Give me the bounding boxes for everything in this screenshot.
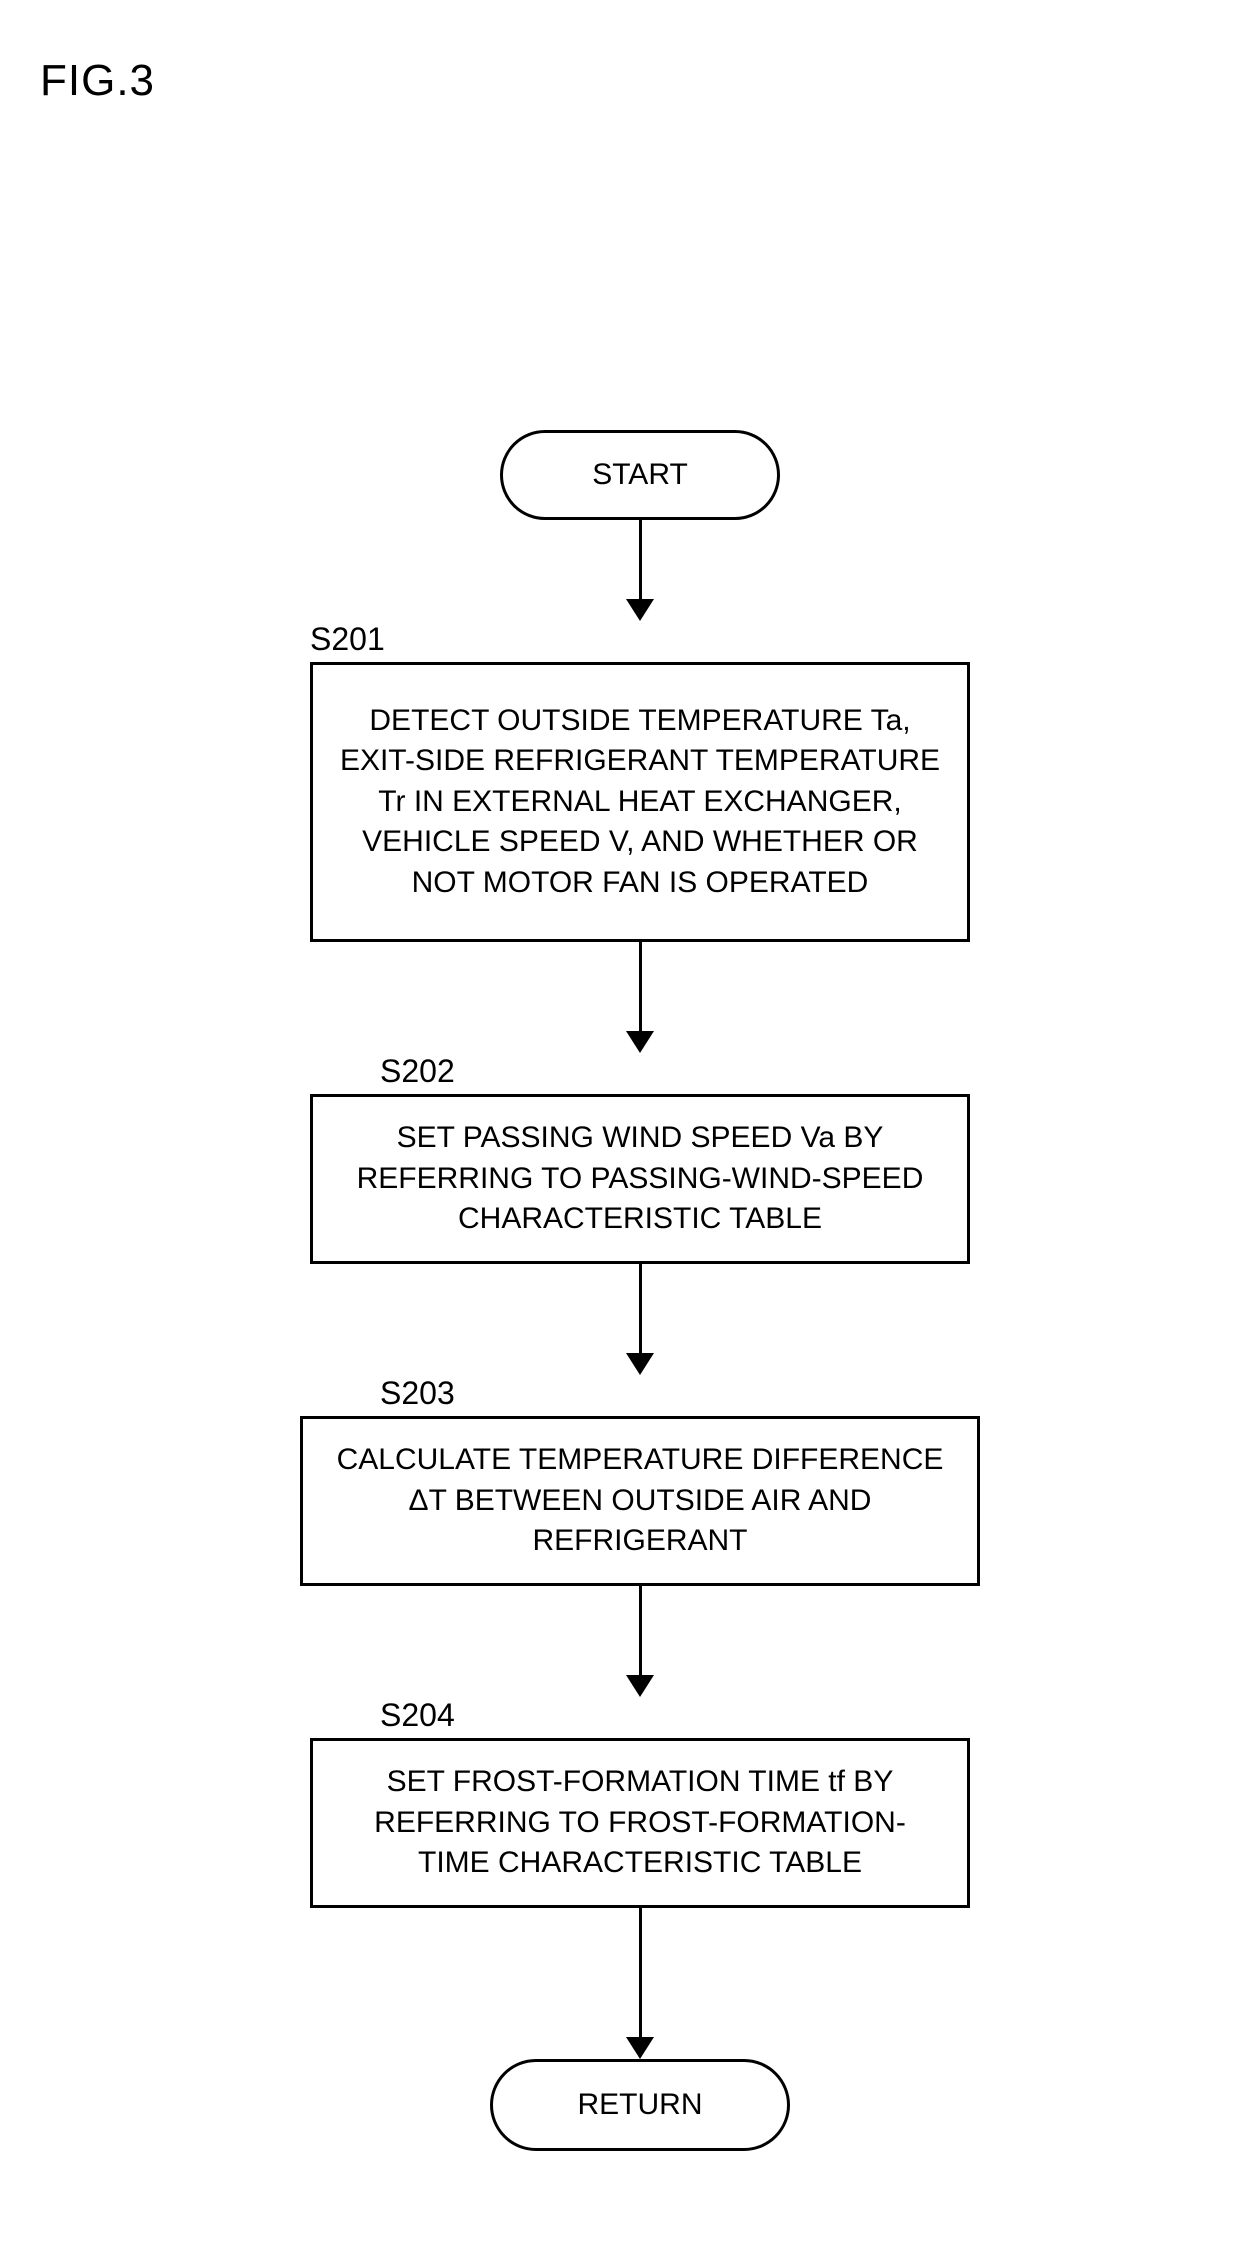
arrow-line [639, 520, 642, 600]
arrow-line [639, 1908, 642, 2038]
flowchart-container: START S201 DETECT OUTSIDE TEMPERATURE Ta… [280, 430, 1000, 2151]
arrow-s202-s203 [280, 1264, 1000, 1375]
return-terminal: RETURN [490, 2059, 790, 2151]
arrow-head-icon [626, 599, 654, 621]
arrow-line [639, 942, 642, 1032]
step-label-s202: S202 [280, 1053, 1000, 1090]
arrow-s201-s202 [280, 942, 1000, 1053]
process-s203: CALCULATE TEMPERATURE DIFFERENCEΔT BETWE… [300, 1416, 980, 1586]
arrow-line [639, 1586, 642, 1676]
arrow-line [639, 1264, 642, 1354]
arrow-head-icon [626, 1675, 654, 1697]
arrow-start-s201 [280, 520, 1000, 621]
figure-label: FIG.3 [40, 56, 155, 106]
process-s202: SET PASSING WIND SPEED Va BYREFERRING TO… [310, 1094, 970, 1264]
arrow-head-icon [626, 1353, 654, 1375]
step-label-s201: S201 [280, 621, 1000, 658]
arrow-s204-return [280, 1908, 1000, 2059]
arrow-head-icon [626, 2037, 654, 2059]
step-label-s203: S203 [280, 1375, 1000, 1412]
step-label-s204: S204 [280, 1697, 1000, 1734]
arrow-head-icon [626, 1031, 654, 1053]
process-s201: DETECT OUTSIDE TEMPERATURE Ta,EXIT-SIDE … [310, 662, 970, 942]
process-s204: SET FROST-FORMATION TIME tf BYREFERRING … [310, 1738, 970, 1908]
start-terminal: START [500, 430, 780, 520]
arrow-s203-s204 [280, 1586, 1000, 1697]
